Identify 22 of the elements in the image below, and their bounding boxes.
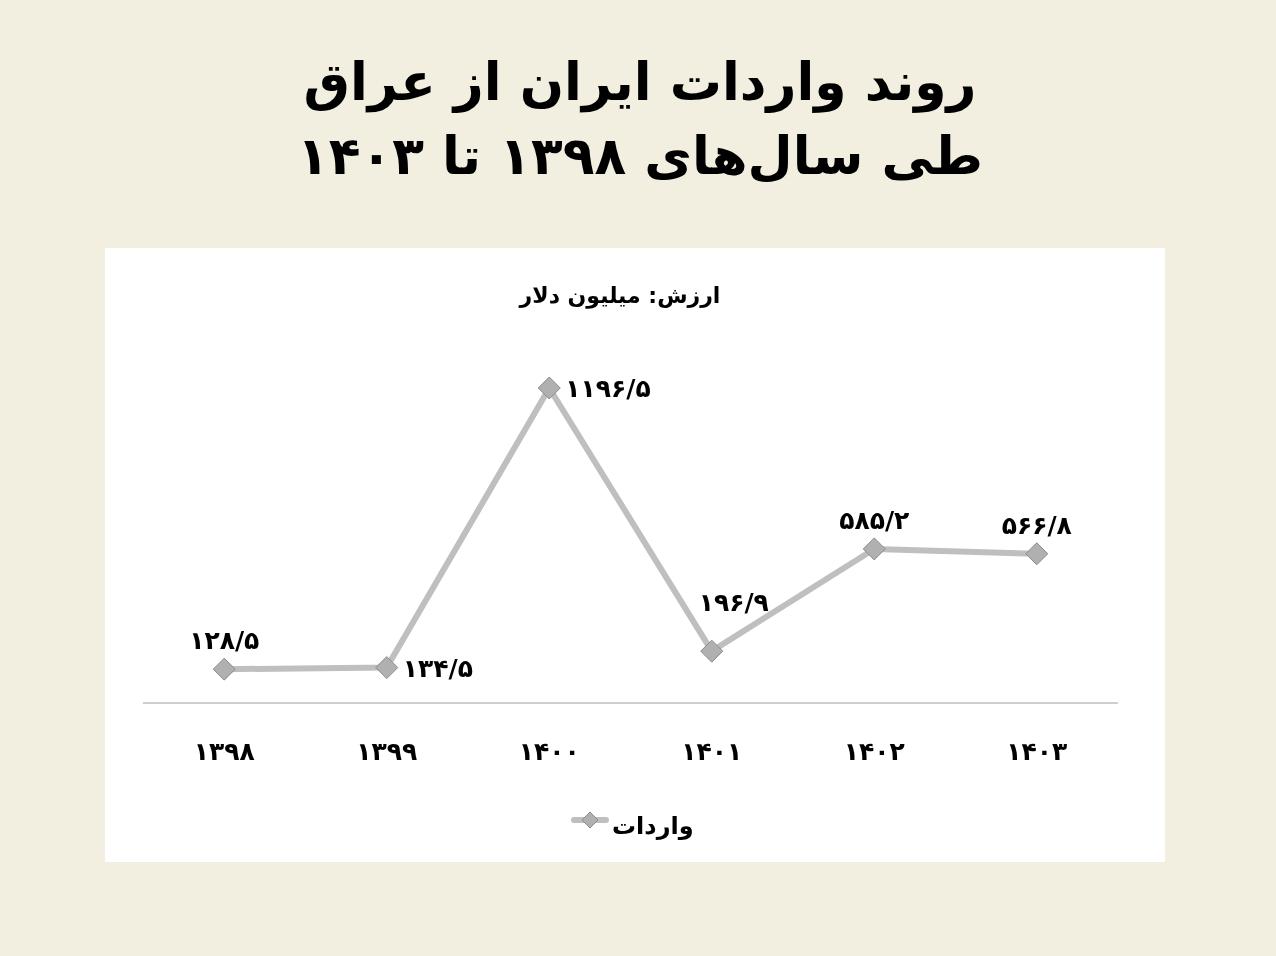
x-tick-label: ۱۴۰۳ [1006, 737, 1068, 766]
data-label: ۱۳۴/۵ [402, 653, 473, 683]
data-label: ۱۹۶/۹ [698, 588, 769, 618]
point [1025, 542, 1049, 566]
data-label: ۱۱۹۶/۵ [565, 374, 651, 403]
x-tick-label: ۱۳۹۸ [193, 737, 255, 766]
x-tick-label: ۱۴۰۱ [681, 737, 743, 766]
title: روند واردات ایران از عراق طی سال‌های ۱۳۹۸ تا ۱۴۰۳ [297, 52, 983, 186]
data-label: ۵۸۵/۲ [839, 505, 910, 535]
point [537, 376, 561, 400]
point [862, 537, 886, 561]
legend-label: واردات [612, 812, 694, 840]
data-label: ۵۶۶/۸ [1001, 510, 1072, 540]
chart-subtitle: ارزش: میلیون دلار [518, 283, 721, 309]
legend: واردات [571, 811, 694, 840]
x-tick-label: ۱۴۰۲ [843, 737, 905, 766]
point [212, 657, 236, 681]
x-tick-label: ۱۴۰۰ [518, 737, 580, 766]
point [375, 656, 399, 680]
point [700, 639, 724, 663]
x-tick-label: ۱۳۹۹ [356, 737, 418, 766]
data-label: ۱۲۸/۵ [189, 626, 260, 656]
